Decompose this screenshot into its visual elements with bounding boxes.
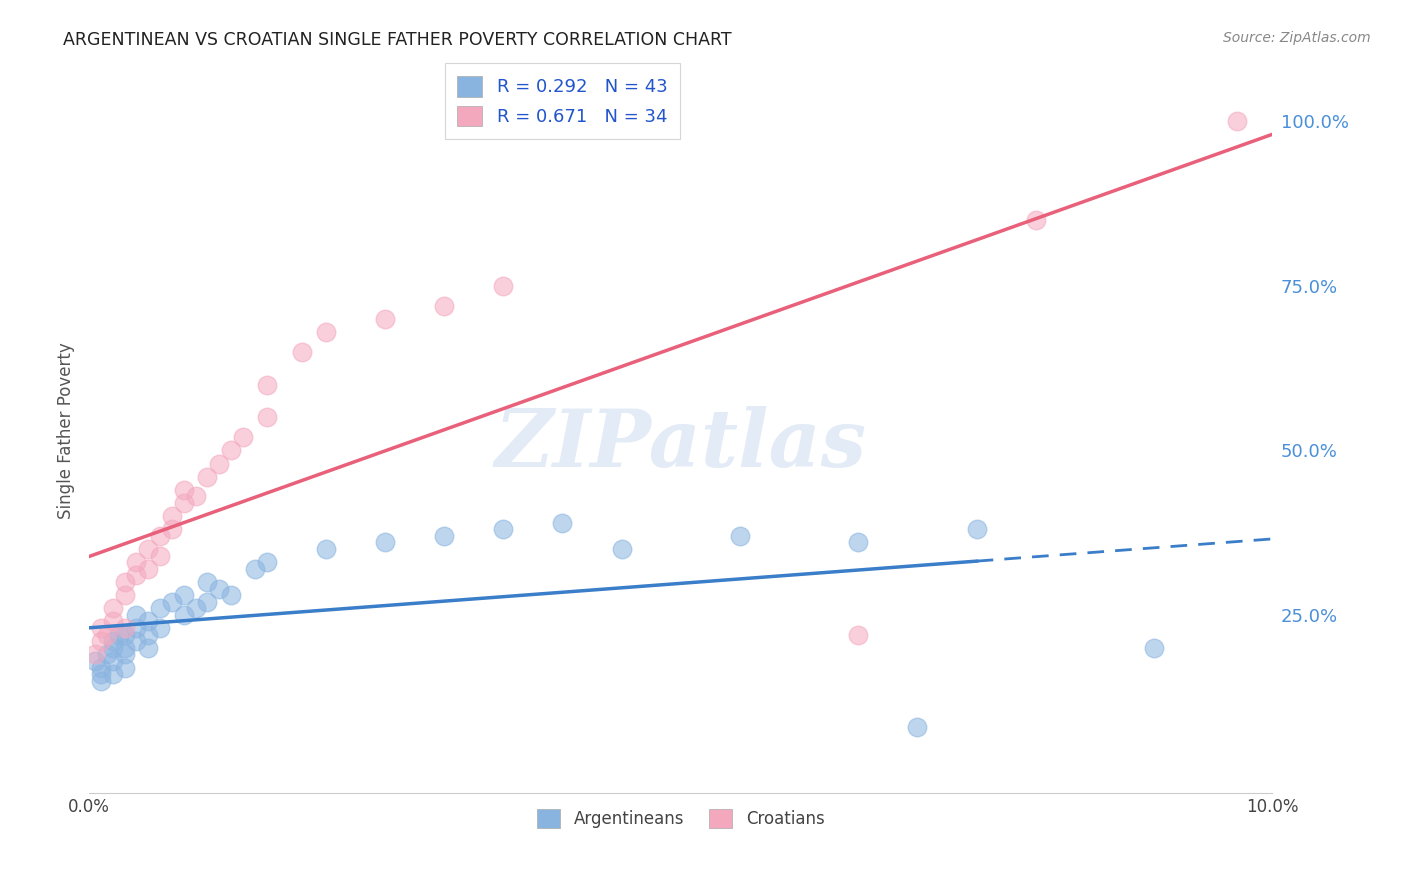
Point bbox=[173, 483, 195, 497]
Point bbox=[101, 615, 124, 629]
Point bbox=[149, 549, 172, 563]
Point bbox=[197, 574, 219, 589]
Point bbox=[433, 298, 456, 312]
Point bbox=[101, 640, 124, 655]
Point bbox=[256, 377, 278, 392]
Point bbox=[90, 621, 112, 635]
Point bbox=[219, 443, 242, 458]
Point bbox=[90, 673, 112, 688]
Point bbox=[149, 601, 172, 615]
Point bbox=[256, 410, 278, 425]
Point bbox=[136, 562, 159, 576]
Point bbox=[90, 634, 112, 648]
Text: ZIPatlas: ZIPatlas bbox=[495, 407, 868, 483]
Point bbox=[114, 574, 136, 589]
Point bbox=[1226, 114, 1249, 128]
Point bbox=[136, 615, 159, 629]
Point bbox=[125, 607, 148, 622]
Point bbox=[208, 582, 231, 596]
Point bbox=[101, 601, 124, 615]
Point bbox=[114, 628, 136, 642]
Point bbox=[136, 542, 159, 557]
Point bbox=[173, 496, 195, 510]
Point bbox=[173, 588, 195, 602]
Point bbox=[125, 555, 148, 569]
Point bbox=[173, 607, 195, 622]
Point bbox=[114, 588, 136, 602]
Point bbox=[184, 601, 207, 615]
Point bbox=[160, 509, 183, 524]
Point bbox=[96, 648, 118, 662]
Point bbox=[125, 621, 148, 635]
Point bbox=[492, 522, 515, 536]
Point bbox=[966, 522, 988, 536]
Point bbox=[149, 621, 172, 635]
Point bbox=[291, 344, 314, 359]
Point bbox=[846, 628, 869, 642]
Point bbox=[846, 535, 869, 549]
Point bbox=[728, 529, 751, 543]
Point bbox=[101, 667, 124, 681]
Point bbox=[101, 654, 124, 668]
Point bbox=[184, 490, 207, 504]
Point bbox=[125, 568, 148, 582]
Y-axis label: Single Father Poverty: Single Father Poverty bbox=[58, 343, 75, 519]
Legend: Argentineans, Croatians: Argentineans, Croatians bbox=[530, 803, 831, 835]
Point bbox=[551, 516, 574, 530]
Text: ARGENTINEAN VS CROATIAN SINGLE FATHER POVERTY CORRELATION CHART: ARGENTINEAN VS CROATIAN SINGLE FATHER PO… bbox=[63, 31, 733, 49]
Point bbox=[907, 720, 929, 734]
Point bbox=[90, 660, 112, 674]
Point bbox=[197, 595, 219, 609]
Point bbox=[84, 654, 107, 668]
Point bbox=[197, 469, 219, 483]
Point bbox=[114, 621, 136, 635]
Point bbox=[232, 430, 254, 444]
Point bbox=[125, 634, 148, 648]
Point bbox=[374, 535, 396, 549]
Point bbox=[219, 588, 242, 602]
Point bbox=[114, 640, 136, 655]
Point bbox=[433, 529, 456, 543]
Point bbox=[136, 640, 159, 655]
Point bbox=[160, 595, 183, 609]
Point bbox=[315, 542, 337, 557]
Text: Source: ZipAtlas.com: Source: ZipAtlas.com bbox=[1223, 31, 1371, 45]
Point bbox=[243, 562, 266, 576]
Point bbox=[149, 529, 172, 543]
Point bbox=[610, 542, 633, 557]
Point bbox=[315, 325, 337, 339]
Point bbox=[1025, 213, 1047, 227]
Point bbox=[107, 628, 129, 642]
Point bbox=[374, 311, 396, 326]
Point bbox=[1143, 640, 1166, 655]
Point bbox=[136, 628, 159, 642]
Point bbox=[84, 648, 107, 662]
Point bbox=[256, 555, 278, 569]
Point bbox=[101, 634, 124, 648]
Point bbox=[96, 628, 118, 642]
Point bbox=[160, 522, 183, 536]
Point bbox=[208, 457, 231, 471]
Point bbox=[492, 278, 515, 293]
Point bbox=[114, 660, 136, 674]
Point bbox=[114, 648, 136, 662]
Point bbox=[90, 667, 112, 681]
